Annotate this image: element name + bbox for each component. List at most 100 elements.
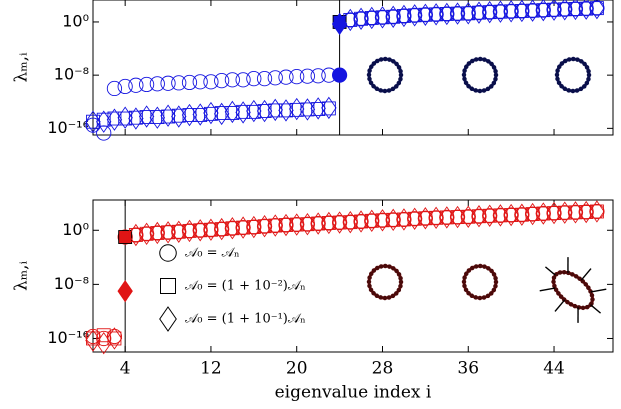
data-point: [429, 210, 444, 225]
data-point: [289, 97, 305, 121]
data-point: [417, 207, 434, 230]
data-point: [182, 108, 197, 123]
y-axis-label: λₘ,ᵢ: [12, 260, 32, 291]
data-point: [310, 212, 326, 235]
data-point: [493, 4, 508, 19]
data-point: [418, 7, 433, 22]
y-tick-label: 10⁻⁸: [54, 274, 89, 293]
data-point: [524, 0, 541, 22]
data-point: [332, 215, 347, 230]
data-point: [589, 204, 604, 219]
y-tick-label: 10⁻⁸: [54, 65, 89, 84]
data-point: [396, 208, 412, 231]
data-point: [589, 200, 605, 223]
data-point: [524, 202, 541, 226]
data-point: [149, 76, 165, 92]
data-point: [268, 218, 283, 233]
data-point: [342, 210, 359, 234]
data-point: [589, 0, 605, 20]
data-point: [246, 220, 261, 234]
data-point: [589, 203, 605, 220]
data-point: [375, 213, 390, 228]
data-point: [578, 200, 594, 224]
data-point: [482, 204, 498, 227]
data-point: [439, 210, 454, 225]
data-point: [492, 204, 509, 227]
y-tick-label: 10⁻¹⁶: [47, 328, 89, 347]
inset-shapes-bottom: [366, 257, 607, 323]
data-point: [439, 2, 455, 26]
data-point: [460, 2, 476, 25]
data-point: [214, 73, 230, 89]
legend-label: 𝒜₀ = (1 + 10⁻²)𝒜ₙ: [185, 279, 306, 294]
data-point: [117, 279, 133, 303]
data-point: [535, 202, 552, 225]
data-point: [192, 219, 208, 242]
data-point: [449, 205, 466, 229]
data-point: [472, 209, 486, 224]
data-point: [567, 0, 584, 21]
data-point: [192, 74, 208, 90]
data-point: [471, 205, 487, 228]
data-point: [557, 205, 572, 220]
data-point: [385, 208, 401, 232]
data-point: [503, 203, 519, 227]
data-point: [364, 213, 379, 228]
x-tick-label: 20: [286, 359, 308, 379]
data-point: [557, 201, 573, 224]
data-point: [224, 100, 241, 124]
data-point: [461, 209, 476, 224]
data-point: [493, 208, 508, 223]
data-point: [267, 214, 283, 237]
data-point: [374, 209, 391, 232]
data-point: [429, 7, 444, 22]
data-point: [299, 212, 316, 236]
legend-marker: [159, 306, 177, 332]
data-point: [117, 106, 133, 129]
data-point: [182, 223, 197, 238]
data-point: [193, 223, 208, 238]
data-point: [203, 222, 218, 237]
data-point: [149, 221, 166, 245]
data-point: [160, 104, 176, 127]
data-point: [96, 112, 111, 127]
data-point: [300, 217, 315, 232]
data-point: [213, 217, 230, 241]
data-point: [139, 76, 155, 93]
data-point: [310, 68, 326, 84]
data-point: [171, 224, 186, 239]
data-point: [321, 211, 337, 235]
data-point: [279, 218, 293, 232]
data-point: [567, 201, 584, 224]
data-point: [321, 96, 337, 120]
data-point: [171, 220, 187, 243]
data-point: [589, 1, 604, 16]
data-point: [525, 3, 540, 18]
data-point: [386, 9, 401, 24]
x-tick-label: 36: [457, 359, 479, 379]
data-point: [203, 74, 219, 90]
data-point: [278, 213, 294, 237]
data-point: [289, 217, 304, 232]
data-point: [374, 6, 391, 29]
data-point: [300, 102, 315, 117]
inset-shapes-top: [366, 56, 592, 94]
data-point: [181, 103, 198, 127]
data-point: [160, 75, 176, 91]
data-point: [299, 68, 316, 84]
data-point: [236, 220, 251, 235]
data-point: [525, 207, 540, 222]
data-point: [150, 226, 165, 240]
data-point: [117, 78, 133, 95]
data-point: [546, 0, 562, 21]
data-point: [246, 99, 262, 123]
data-point: [406, 4, 423, 27]
data-point: [257, 104, 272, 118]
data-point: [235, 216, 251, 239]
data-point: [331, 12, 348, 36]
data-point: [514, 4, 529, 18]
data-point: [203, 218, 219, 241]
legend-label: 𝒜₀ = (1 + 10⁻¹)𝒜ₙ: [185, 312, 306, 327]
data-point: [589, 0, 605, 16]
data-point: [482, 5, 497, 20]
